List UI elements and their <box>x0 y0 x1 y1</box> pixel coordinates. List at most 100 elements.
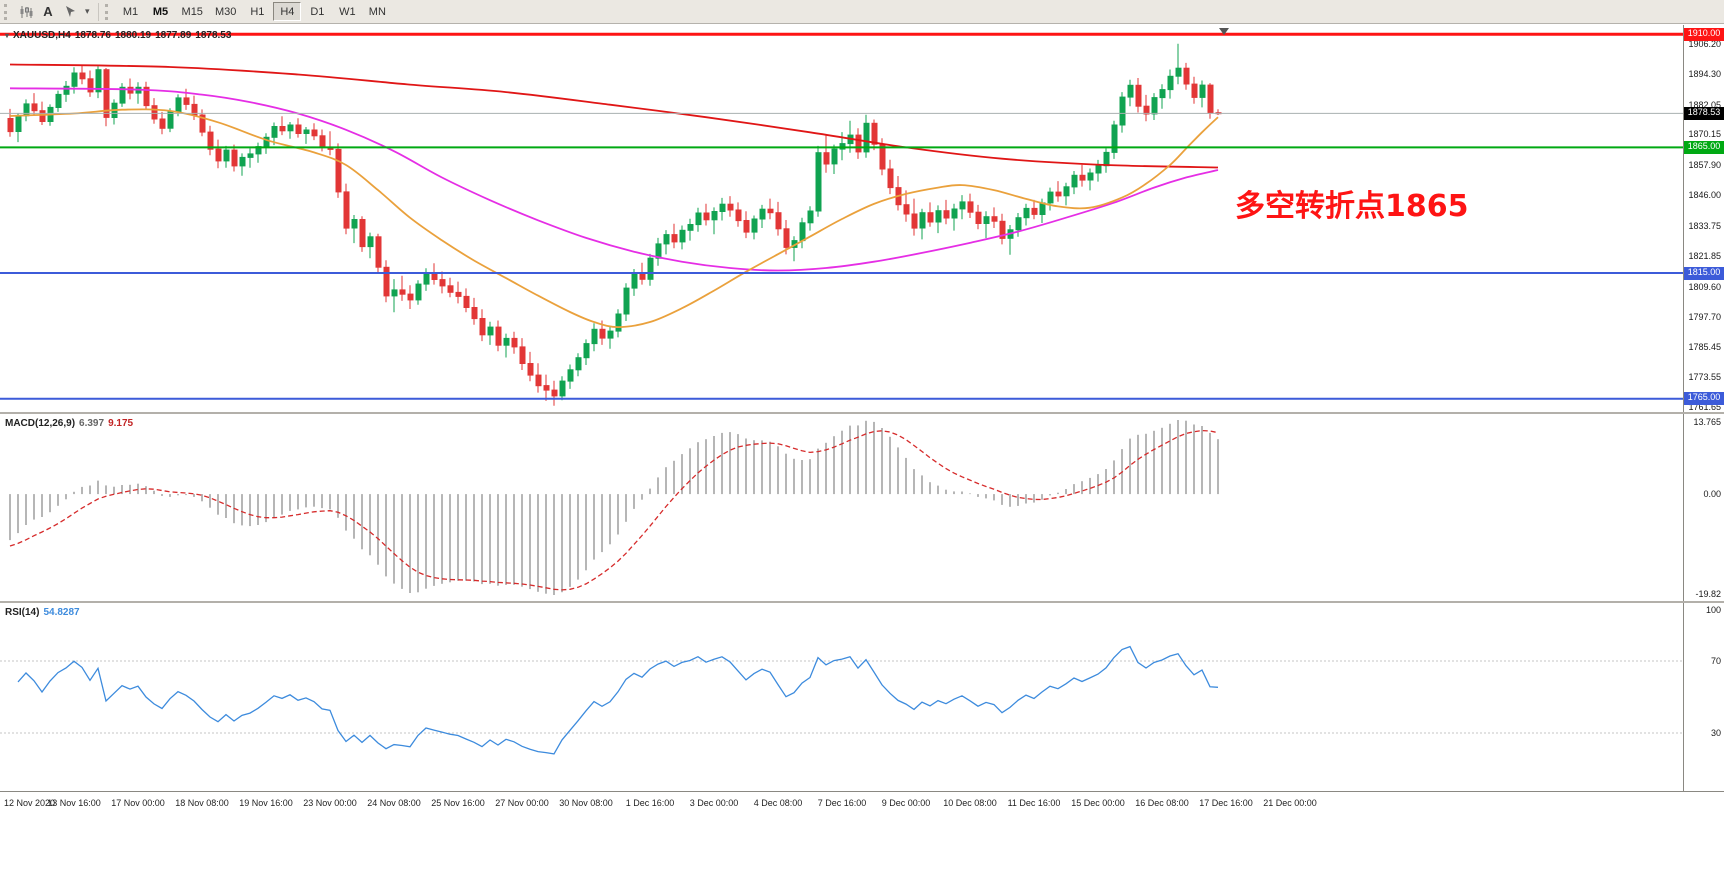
time-label: 27 Nov 00:00 <box>495 798 549 808</box>
rsi-tick: 70 <box>1710 656 1721 666</box>
moving-averages <box>9 63 1219 329</box>
timeframe-button-m1[interactable]: M1 <box>117 2 145 21</box>
macd-main-value: 6.397 <box>79 418 105 429</box>
time-label: 3 Dec 00:00 <box>689 798 739 808</box>
chart-title-close: 1878.53 <box>195 30 232 41</box>
chart-shift-marker[interactable] <box>1219 28 1229 35</box>
time-label: 18 Nov 08:00 <box>175 798 229 808</box>
price-tick: 1857.90 <box>1688 160 1721 171</box>
timeframe-button-d1[interactable]: D1 <box>303 2 331 21</box>
toolbar-separator <box>97 2 99 21</box>
macd-axis[interactable]: 13.765 0.00 -19.82 <box>1683 414 1724 601</box>
rsi-label: RSI(14) 54.8287 <box>5 607 84 618</box>
macd-panel: MACD(12,26,9) 6.397 9.175 13.765 0.00 -19.82 <box>0 414 1724 603</box>
macd-label: MACD(12,26,9) 6.397 9.175 <box>5 418 137 429</box>
chart-title-open: 1878.76 <box>74 30 111 41</box>
chart-annotation-text: 多空转折点1865 <box>1235 189 1469 224</box>
time-label: 15 Dec 00:00 <box>1071 798 1125 808</box>
macd-signal-line <box>9 429 1219 591</box>
price-tick: 1894.30 <box>1688 68 1721 79</box>
macd-histogram <box>9 420 1219 595</box>
price-axis[interactable]: 1906.20 1894.30 1882.05 1870.15 1857.90 1846.… <box>1683 25 1724 412</box>
macd-tick-zero: 0.00 <box>1703 489 1721 500</box>
macd-tick-top: 13.765 <box>1693 417 1721 427</box>
time-label: 17 Dec 16:00 <box>1199 798 1253 808</box>
timeframe-toolbar: M1 M5 M15 M30 H1 H4 D1 W1 MN <box>116 2 393 21</box>
toolbar-dropdown-button[interactable]: ▾ <box>81 2 94 22</box>
chart-title: ▾ XAUUSD,H4 1878.76 1880.19 1877.89 1878.53 <box>5 30 235 41</box>
toolbar-grip[interactable] <box>4 3 11 20</box>
time-label: 21 Dec 00:00 <box>1263 798 1317 808</box>
rsi-panel: RSI(14) 54.8287 100 70 30 <box>0 603 1724 792</box>
timeframe-toolbar-grip[interactable] <box>104 3 112 20</box>
macd-name: MACD(12,26,9) <box>5 418 76 429</box>
timeframe-button-mn[interactable]: MN <box>363 2 391 21</box>
price-tick: 1761.65 <box>1688 402 1721 413</box>
rsi-line <box>17 645 1219 755</box>
time-label: 9 Dec 00:00 <box>881 798 931 808</box>
horizontal-lines[interactable] <box>0 32 1683 400</box>
time-label: 19 Nov 16:00 <box>239 798 293 808</box>
timeframe-button-h4[interactable]: H4 <box>273 2 302 21</box>
time-label: 24 Nov 08:00 <box>367 798 421 808</box>
time-label: 10 Dec 08:00 <box>943 798 997 808</box>
time-label: 16 Dec 08:00 <box>1135 798 1189 808</box>
price-tick: 1882.05 <box>1688 99 1721 110</box>
time-label: 11 Dec 16:00 <box>1007 798 1061 808</box>
ma-slow-red <box>9 63 1219 169</box>
rsi-name: RSI(14) <box>5 607 40 618</box>
time-label: 4 Dec 08:00 <box>753 798 803 808</box>
ma-mid-magenta <box>9 87 1219 272</box>
chart-title-symbol: XAUUSD,H4 <box>13 30 71 41</box>
time-label: 13 Nov 16:00 <box>47 798 101 808</box>
timeframe-button-m30[interactable]: M30 <box>210 2 241 21</box>
ma-fast-orange <box>9 108 1219 329</box>
timeframe-button-m5[interactable]: M5 <box>147 2 175 21</box>
time-label: 12 Nov 2020 <box>4 798 56 808</box>
time-label: 30 Nov 08:00 <box>559 798 613 808</box>
rsi-tick: 100 <box>1705 605 1721 615</box>
time-label: 1 Dec 16:00 <box>625 798 675 808</box>
candlestick-chart-icon <box>20 5 33 18</box>
price-tick: 1785.45 <box>1688 342 1721 353</box>
hline-price-badge: 1910.00 <box>1684 27 1724 41</box>
macd-plot[interactable] <box>0 414 1683 601</box>
cursor-arrow-icon <box>65 6 75 17</box>
time-label: 23 Nov 00:00 <box>303 798 357 808</box>
timeframe-button-w1[interactable]: W1 <box>333 2 361 21</box>
time-label: 17 Nov 00:00 <box>111 798 165 808</box>
price-tick: 1833.75 <box>1688 220 1721 231</box>
macd-tick-bottom: -19.82 <box>1695 589 1721 599</box>
rsi-plot[interactable] <box>0 603 1683 791</box>
current-price-badge: 1878.53 <box>1684 106 1724 120</box>
price-tick: 1870.15 <box>1688 129 1721 140</box>
price-tick: 1846.00 <box>1688 190 1721 201</box>
hline-price-badge: 1865.00 <box>1684 140 1724 154</box>
time-label: 7 Dec 16:00 <box>817 798 867 808</box>
one-click-trading-arrow[interactable]: ▾ <box>5 31 10 40</box>
timeframe-button-m15[interactable]: M15 <box>177 2 208 21</box>
chart-title-low: 1877.89 <box>155 30 192 41</box>
rsi-axis[interactable]: 100 70 30 <box>1683 603 1724 791</box>
chart-window-button[interactable] <box>15 2 37 22</box>
macd-signal-value: 9.175 <box>108 418 134 429</box>
toolbar: A ▾ M1 M5 M15 M30 H1 H4 D1 W1 MN <box>0 0 1724 24</box>
candles-series <box>7 43 1222 406</box>
time-label: 25 Nov 16:00 <box>431 798 485 808</box>
rsi-tick: 30 <box>1710 728 1721 738</box>
main-plot[interactable] <box>0 25 1683 412</box>
text-tool-button[interactable]: A <box>37 2 59 22</box>
price-tick: 1906.20 <box>1688 38 1721 49</box>
rsi-levels <box>0 660 1683 734</box>
rsi-value: 54.8287 <box>43 607 80 618</box>
price-tick: 1773.55 <box>1688 372 1721 383</box>
price-tick: 1821.85 <box>1688 250 1721 261</box>
price-tick: 1809.60 <box>1688 281 1721 292</box>
time-axis[interactable]: 12 Nov 2020 13 Nov 16:00 17 Nov 00:00 18 No… <box>0 792 1724 894</box>
chart-title-high: 1880.19 <box>114 30 152 41</box>
hline-price-badge: 1765.00 <box>1684 392 1724 406</box>
timeframe-button-h1[interactable]: H1 <box>243 2 271 21</box>
hline-price-badge: 1815.00 <box>1684 266 1724 280</box>
cursor-tool-button[interactable] <box>59 2 81 22</box>
